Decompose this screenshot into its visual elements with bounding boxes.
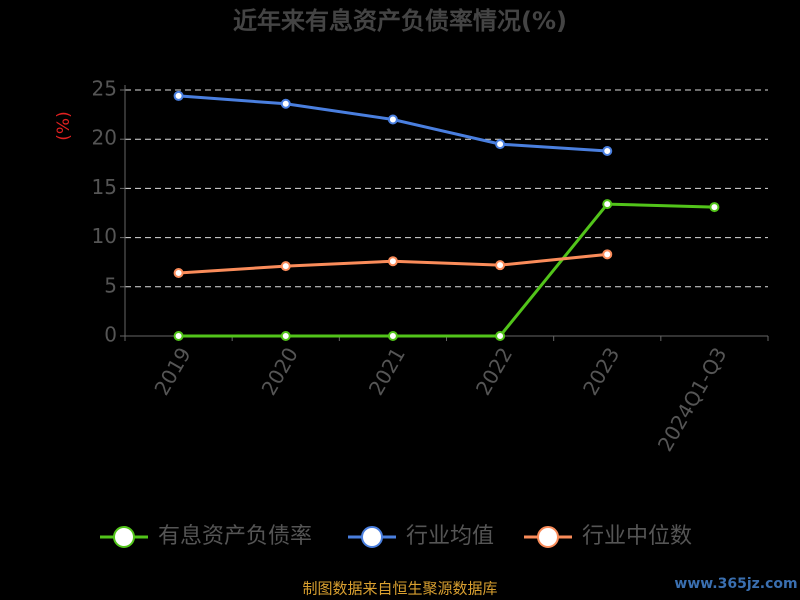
chart-title: 近年来有息资产负债率情况(%) [233, 7, 567, 35]
y-tick-label: 20 [92, 126, 117, 150]
data-point [387, 256, 398, 267]
series-line [178, 202, 715, 338]
legend-label: 行业中位数 [582, 524, 692, 549]
source: 制图数据来自恒生聚源数据库 [302, 580, 497, 598]
data-point [280, 331, 291, 341]
data-point [495, 260, 506, 271]
data-point [280, 261, 291, 272]
legend-marker [361, 526, 383, 548]
data-point [495, 331, 506, 341]
y-tick-label: 5 [104, 273, 117, 297]
data-point [387, 114, 398, 125]
watermark: www.365jz.com [674, 576, 797, 592]
y-tick-label: 25 [92, 77, 117, 101]
y-tick-label: 15 [92, 175, 117, 199]
legend-label: 有息资产负债率 [158, 524, 312, 549]
data-point [602, 146, 613, 157]
legend-marker [113, 526, 135, 548]
data-point [173, 268, 184, 279]
data-point [495, 139, 506, 150]
data-point [173, 331, 184, 341]
legend-label: 行业均值 [406, 524, 494, 549]
data-point [387, 331, 398, 341]
data-point [173, 90, 184, 101]
legend-marker [537, 526, 559, 548]
data-point [280, 98, 291, 109]
y-tick-label: 10 [92, 224, 117, 248]
y-tick-label: 0 [104, 323, 117, 347]
data-point [602, 199, 613, 210]
y-axis-label: (%) [54, 111, 74, 140]
data-point [709, 202, 720, 213]
data-point [602, 249, 613, 260]
